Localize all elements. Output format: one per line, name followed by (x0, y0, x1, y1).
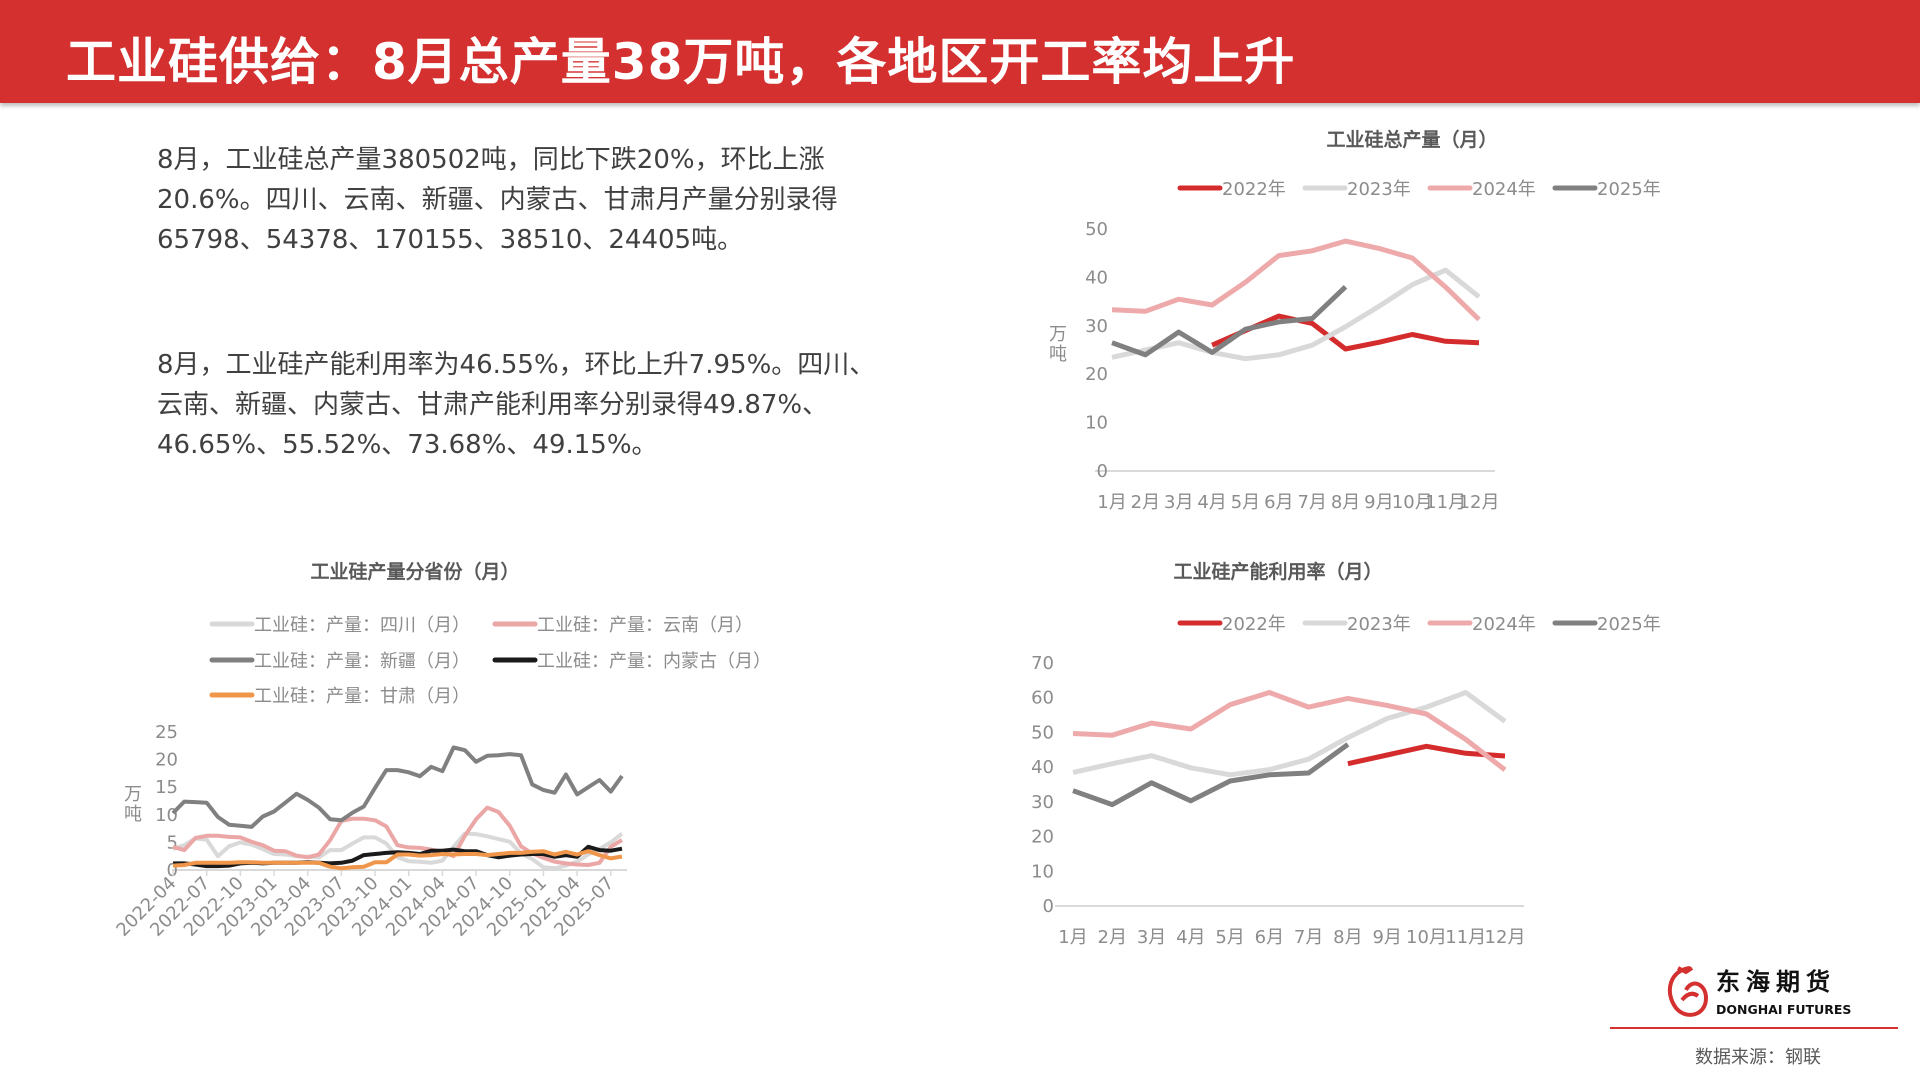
x-tick-label: 6月 (1255, 927, 1284, 948)
production-summary-text: 8月，工业硅总产量380502吨，同比下跌20%，环比上涨20.6%。四川、云南… (157, 145, 838, 255)
x-tick-label: 2月 (1098, 927, 1127, 948)
x-tick-label: 12月 (1485, 927, 1526, 948)
legend-label: 工业硅：产量：云南（月） (537, 615, 753, 636)
page-title: 工业硅供给：8月总产量38万吨，各地区开工率均上升 (66, 33, 1296, 91)
y-tick-label: 50 (1031, 722, 1054, 743)
x-tick-label: 8月 (1333, 927, 1362, 948)
x-tick-label: 7月 (1294, 927, 1323, 948)
x-tick-label: 4月 (1197, 492, 1226, 513)
y-tick-label: 10 (1085, 413, 1108, 434)
y-tick-label: 10 (1031, 861, 1054, 882)
y-tick-label: 5 (167, 832, 178, 853)
series-line-0 (1211, 313, 1480, 352)
legend-label: 2023年 (1347, 179, 1411, 200)
x-tick-label: 9月 (1364, 492, 1393, 513)
x-tick-label: 10月 (1392, 492, 1433, 513)
series-line-1 (1072, 690, 1507, 778)
y-tick-label: 40 (1031, 757, 1054, 778)
series-line-1 (172, 805, 624, 867)
x-tick-label: 9月 (1372, 927, 1401, 948)
data-source: 数据来源：钢联 (1695, 1047, 1821, 1068)
series-line-1 (1111, 267, 1481, 362)
legend-label: 工业硅：产量：甘肃（月） (254, 686, 470, 707)
y-axis-unit: 万吨 (124, 784, 142, 825)
chart-title: 工业硅产量分省份（月） (310, 560, 519, 583)
total-chart: 工业硅总产量（月） 0 10 20 30 40 50 万吨 1月 2月 3月 4月 5月 6月 7月 8月 9月… (1049, 128, 1661, 513)
legend-label: 2023年 (1347, 614, 1411, 635)
legend-label: 工业硅：产量：四川（月） (254, 615, 470, 636)
series-line-3 (1111, 284, 1348, 358)
y-tick-label: 0 (1097, 461, 1108, 482)
x-tick-label: 11月 (1425, 492, 1466, 513)
legend-label: 2022年 (1222, 614, 1286, 635)
y-tick-label: 40 (1085, 267, 1108, 288)
legend-label: 2024年 (1472, 614, 1536, 635)
chart-title: 工业硅产能利用率（月） (1173, 560, 1382, 583)
y-tick-label: 30 (1031, 792, 1054, 813)
legend-label: 工业硅：产量：内蒙古（月） (537, 651, 771, 672)
donghai-futures-logo: 东海期货 DONGHAI FUTURES (1660, 962, 1860, 1026)
x-tick-label: 1月 (1058, 927, 1087, 948)
y-tick-label: 20 (155, 750, 178, 771)
series-line-0 (172, 831, 624, 871)
x-tick-label: 5月 (1231, 492, 1260, 513)
series-line-2 (171, 745, 624, 829)
x-tick-label: 8月 (1331, 492, 1360, 513)
y-tick-label: 15 (155, 777, 178, 798)
province-chart: 工业硅产量分省份（月）0510152025万吨2022-042022-07202… (112, 560, 771, 941)
series-line-3 (1072, 742, 1350, 808)
x-tick-label: 6月 (1264, 492, 1293, 513)
x-tick-label: 3月 (1164, 492, 1193, 513)
series-line-4 (172, 849, 623, 871)
legend-label: 2022年 (1222, 179, 1286, 200)
utilization-summary-text: 8月，工业硅产能利用率为46.55%，环比上升7.95%。四川、云南、新疆、内蒙… (157, 350, 876, 460)
x-tick-label: 3月 (1137, 927, 1166, 948)
legend-label: 2025年 (1597, 179, 1661, 200)
util-chart: 工业硅产能利用率（月） 0 10 20 30 40 50 60 70 1月 2月 3月 4月 5月 6月 7月… (1031, 560, 1661, 948)
y-tick-label: 10 (155, 805, 178, 826)
x-tick-label: 12月 (1459, 492, 1500, 513)
y-tick-label: 20 (1085, 364, 1108, 385)
series-line-0 (1347, 743, 1506, 767)
x-tick-label: 7月 (1297, 492, 1326, 513)
x-tick-label: 11月 (1445, 927, 1486, 948)
y-axis-unit: 万吨 (1049, 324, 1067, 365)
svg-text:东海期货: 东海期货 (1716, 968, 1836, 996)
y-tick-label: 20 (1031, 827, 1054, 848)
header-banner: 工业硅供给：8月总产量38万吨，各地区开工率均上升 (0, 0, 1920, 103)
x-tick-label: 4月 (1176, 927, 1205, 948)
y-tick-label: 50 (1085, 219, 1108, 240)
x-tick-label: 5月 (1215, 927, 1244, 948)
y-tick-label: 60 (1031, 688, 1054, 709)
dragon-logo-icon (1667, 966, 1709, 1017)
series-line-2 (1111, 238, 1481, 322)
legend-label: 2025年 (1597, 614, 1661, 635)
y-tick-label: 0 (1043, 896, 1054, 917)
footer-divider (1610, 1027, 1898, 1029)
x-tick-label: 10月 (1406, 927, 1447, 948)
legend-label: 工业硅：产量：新疆（月） (254, 651, 470, 672)
y-tick-label: 30 (1085, 316, 1108, 337)
legend-label: 2024年 (1472, 179, 1536, 200)
series-line-2 (1072, 690, 1507, 772)
chart-title: 工业硅总产量（月） (1326, 128, 1497, 151)
y-tick-label: 70 (1031, 653, 1054, 674)
x-tick-label: 2月 (1131, 492, 1160, 513)
y-tick-label: 25 (155, 722, 178, 743)
x-tick-label: 1月 (1097, 492, 1126, 513)
svg-text:DONGHAI FUTURES: DONGHAI FUTURES (1716, 1002, 1851, 1017)
